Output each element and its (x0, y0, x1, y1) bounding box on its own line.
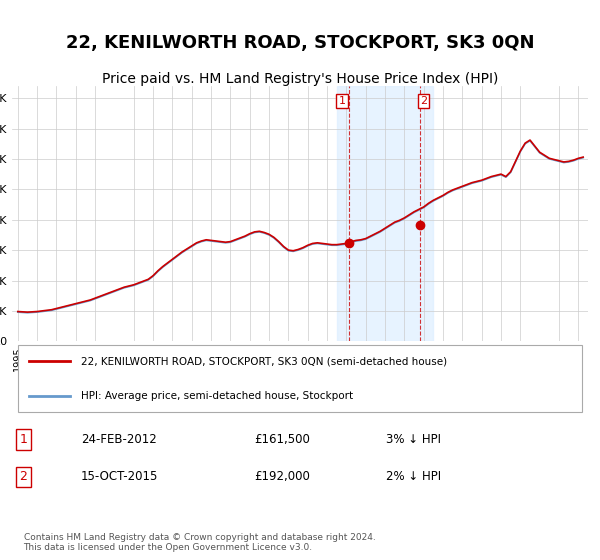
Text: 1: 1 (20, 433, 28, 446)
Text: 1: 1 (338, 96, 346, 106)
Text: 2% ↓ HPI: 2% ↓ HPI (386, 470, 442, 483)
Text: 22, KENILWORTH ROAD, STOCKPORT, SK3 0QN (semi-detached house): 22, KENILWORTH ROAD, STOCKPORT, SK3 0QN … (81, 356, 447, 366)
Text: 2: 2 (420, 96, 427, 106)
Text: 2: 2 (20, 470, 28, 483)
Text: Contains HM Land Registry data © Crown copyright and database right 2024.
This d: Contains HM Land Registry data © Crown c… (23, 533, 375, 552)
Text: 22, KENILWORTH ROAD, STOCKPORT, SK3 0QN: 22, KENILWORTH ROAD, STOCKPORT, SK3 0QN (66, 34, 534, 52)
Text: Price paid vs. HM Land Registry's House Price Index (HPI): Price paid vs. HM Land Registry's House … (102, 72, 498, 86)
Text: HPI: Average price, semi-detached house, Stockport: HPI: Average price, semi-detached house,… (81, 391, 353, 401)
Text: 24-FEB-2012: 24-FEB-2012 (81, 433, 157, 446)
Bar (337, 86, 433, 341)
FancyBboxPatch shape (18, 345, 582, 412)
Text: 3% ↓ HPI: 3% ↓ HPI (386, 433, 442, 446)
Text: £161,500: £161,500 (254, 433, 310, 446)
Text: £192,000: £192,000 (254, 470, 310, 483)
Text: 15-OCT-2015: 15-OCT-2015 (81, 470, 158, 483)
